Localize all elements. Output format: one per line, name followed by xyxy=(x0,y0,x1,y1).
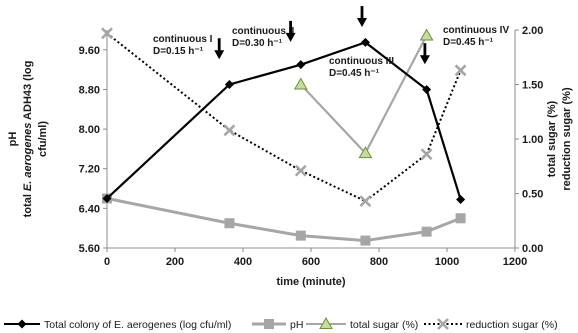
legend-label: reduction sugar (%) xyxy=(466,319,558,331)
y-right-axis-title-line: reduction sugar (%) xyxy=(561,87,573,191)
legend-label: Total colony of E. aerogenes (log cfu/ml… xyxy=(44,319,231,331)
y-left-tick-label: 7.20 xyxy=(79,164,100,176)
y-right-tick-label: 1.50 xyxy=(522,80,543,92)
legend-swatch-marker xyxy=(319,316,333,329)
annotation-label: D=0.15 h⁻¹ xyxy=(153,46,204,57)
x-marker-stroke xyxy=(454,64,467,77)
x-marker-stroke xyxy=(359,195,372,208)
annotation-arrow-head xyxy=(214,50,225,60)
x-tick-label: 400 xyxy=(234,256,252,268)
data-point xyxy=(420,148,433,161)
x-tick-label: 0 xyxy=(104,256,110,268)
x-marker-stroke xyxy=(223,124,236,137)
y-left-tick-label: 5.60 xyxy=(79,243,100,255)
x-marker-stroke xyxy=(101,27,113,40)
x-marker-stroke xyxy=(420,148,433,161)
data-point xyxy=(101,27,113,40)
series-line xyxy=(299,34,428,155)
data-point xyxy=(454,64,467,77)
series-1 xyxy=(102,193,466,246)
y-left-tick-label: 8.00 xyxy=(79,124,100,136)
y-left-tick-label: 6.40 xyxy=(79,203,100,215)
legend-item-3: reduction sugar (%) xyxy=(424,318,558,331)
axes: 0 200 400 600 800 1000 1200 5.60 6.40 7.20 8.00 8.8… xyxy=(7,25,573,288)
series-2 xyxy=(293,28,434,159)
y-right-tick-label: 0.50 xyxy=(522,189,543,201)
y-left-axis-title-line: pH xyxy=(7,132,19,147)
data-point xyxy=(294,164,307,177)
data-point xyxy=(419,28,434,41)
x-tick-label: 200 xyxy=(166,256,184,268)
legend-swatch-marker xyxy=(17,319,27,329)
data-point xyxy=(224,218,235,229)
legend-swatch-marker xyxy=(264,319,274,329)
y-left-axis-title-line: total E. aerogenes ADH43 (log xyxy=(22,61,34,218)
annotation-0: continuous ID=0.15 h⁻¹ xyxy=(153,34,225,60)
series-3 xyxy=(101,27,467,208)
data-point xyxy=(359,195,372,208)
legend-label: total sugar (%) xyxy=(350,319,418,331)
data-point xyxy=(358,146,373,159)
x-tick-label: 1200 xyxy=(503,256,527,268)
series-line xyxy=(106,41,462,200)
y-right-tick-label: 1.00 xyxy=(522,134,543,146)
series-line xyxy=(106,32,462,203)
y-right-tick-label: 2.00 xyxy=(522,25,543,37)
legend-item-1: pH xyxy=(252,319,303,331)
data-point xyxy=(422,84,432,94)
annotation-label: continuous IV xyxy=(443,25,509,36)
legend-label: pH xyxy=(290,319,303,331)
series-layer xyxy=(101,27,467,246)
annotation-label: D=0.30 h⁻¹ xyxy=(232,38,283,49)
data-point xyxy=(224,80,234,89)
annotation-arrow-head xyxy=(285,32,296,42)
annotation-label: D=0.45 h⁻¹ xyxy=(329,68,380,79)
data-point xyxy=(296,60,306,70)
x-tick-label: 600 xyxy=(302,256,320,268)
legend-swatch-marker xyxy=(437,318,449,330)
y-right-axis-title-line: total sugar (%) xyxy=(546,100,558,177)
series-0 xyxy=(102,37,466,204)
y-right-tick-label: 0.00 xyxy=(522,243,543,255)
data-point xyxy=(223,124,236,137)
y-left-tick-label: 8.80 xyxy=(79,84,100,96)
annotation-3: continuous IVD=0.45 h⁻¹ xyxy=(419,25,509,65)
annotation-1: continuous IID=0.30 h⁻¹ xyxy=(232,20,296,49)
data-point xyxy=(456,194,466,204)
data-point xyxy=(293,77,308,90)
x-marker-stroke xyxy=(437,318,449,330)
legend-item-0: Total colony of E. aerogenes (log cfu/ml… xyxy=(4,319,231,331)
annotation-label: continuous III xyxy=(329,56,394,67)
annotation-arrow-head xyxy=(357,18,367,28)
data-point xyxy=(295,230,306,241)
annotation-arrow-head xyxy=(419,55,430,65)
data-point xyxy=(360,37,370,47)
data-point xyxy=(421,226,432,237)
legend: Total colony of E. aerogenes (log cfu/ml… xyxy=(4,316,558,331)
annotation-label: continuous II xyxy=(232,26,294,37)
annotation-label: D=0.45 h⁻¹ xyxy=(443,37,494,48)
series-line xyxy=(106,196,462,243)
data-point xyxy=(455,213,466,224)
legend-item-2: total sugar (%) xyxy=(306,316,418,331)
x-tick-label: 800 xyxy=(370,256,388,268)
data-point xyxy=(102,193,112,203)
x-tick-label: 1000 xyxy=(435,256,459,268)
data-point xyxy=(360,235,371,246)
annotation-label: continuous I xyxy=(153,34,213,45)
x-marker-stroke xyxy=(294,164,307,177)
y-left-axis-title-line: cfu/ml) xyxy=(37,121,49,157)
annotations: continuous ID=0.15 h⁻¹ continuous IID=0.3… xyxy=(153,6,509,79)
y-left-tick-label: 9.60 xyxy=(79,45,100,57)
x-axis-title: time (minute) xyxy=(276,276,345,288)
